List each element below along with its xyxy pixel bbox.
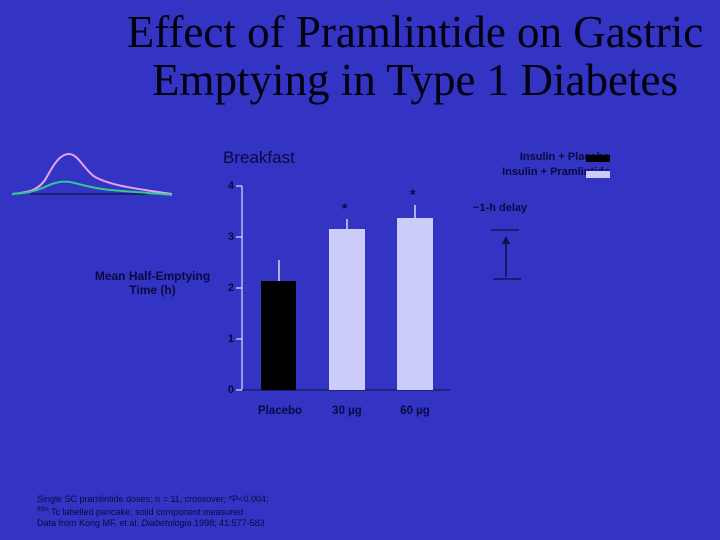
x-label-placebo: Placebo bbox=[257, 405, 303, 417]
pramlintide-curve bbox=[11, 153, 173, 195]
placebo-curve bbox=[11, 180, 173, 196]
arrow-up-icon bbox=[502, 236, 510, 244]
delay-annotation: ~1-h delay bbox=[473, 202, 528, 214]
chart-subtitle: Breakfast bbox=[223, 148, 295, 167]
significance-star-60ug: * bbox=[410, 186, 416, 202]
y-tick-0: 0 bbox=[227, 384, 234, 396]
delay-bracket bbox=[491, 229, 521, 280]
bar-60ug bbox=[397, 205, 433, 390]
footnote: Single SC pramlintide doses; n = 11, cro… bbox=[37, 494, 268, 529]
footnote-line-1: Single SC pramlintide doses; n = 11, cro… bbox=[37, 494, 269, 504]
title-line-2: Emptying in Type 1 Diabetes bbox=[152, 55, 678, 105]
legend-item-pramlintide: Insulin + Pramlintide bbox=[502, 166, 610, 178]
title-line-1: Effect of Pramlintide on Gastric bbox=[126, 7, 704, 57]
x-label-60ug: 60 µg bbox=[400, 405, 430, 417]
y-tick-4: 4 bbox=[227, 180, 234, 192]
y-axis-label: Mean Half-Emptying Time (h) bbox=[94, 269, 211, 297]
y-tick-1: 1 bbox=[227, 333, 234, 345]
legend-swatch-placebo bbox=[586, 155, 610, 162]
y-tick-3: 3 bbox=[227, 231, 234, 243]
journal-name: Diabetologia bbox=[141, 518, 192, 528]
slide-title: Effect of Pramlintide on Gastric Emptyin… bbox=[120, 8, 710, 104]
legend-swatch-pramlintide bbox=[586, 171, 610, 178]
inset-curve-thumbnail bbox=[11, 153, 173, 196]
x-label-30ug: 30 µg bbox=[332, 405, 362, 417]
bar-placebo bbox=[261, 260, 296, 390]
footnote-line-2: 99m Tc labelled pancake; solid component… bbox=[37, 507, 244, 517]
y-axis bbox=[236, 185, 243, 391]
footnote-line-3: Data from Kong MF, et al. Diabetologia 1… bbox=[37, 518, 265, 528]
y-tick-2: 2 bbox=[227, 282, 234, 294]
bar-30ug bbox=[329, 219, 365, 390]
significance-star-30ug: * bbox=[342, 200, 348, 216]
